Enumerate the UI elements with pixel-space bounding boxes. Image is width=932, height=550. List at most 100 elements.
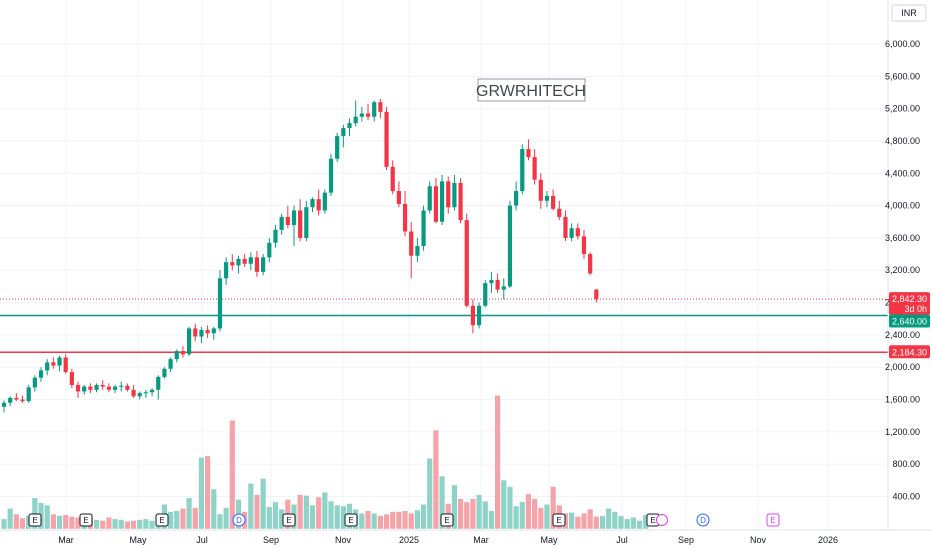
candle-body [20, 399, 25, 402]
volume-bar [328, 501, 334, 529]
candle-body [69, 372, 74, 385]
price-axis[interactable]: 6,000.00 5,600.00 5,200.00 4,800.00 4,400.00… [885, 39, 920, 501]
price-lines [0, 298, 888, 354]
candle-body [26, 387, 31, 402]
candle-body [538, 179, 543, 201]
candle-body [32, 377, 37, 388]
earnings-marker[interactable]: E [766, 513, 780, 527]
volume-bar [316, 497, 322, 529]
volume-bar [612, 511, 618, 529]
volume-bar [488, 511, 495, 529]
volume-bar [433, 430, 439, 529]
candle-body [125, 385, 130, 390]
candle-body [581, 236, 587, 255]
candle-body [470, 305, 476, 326]
time-tick-label: 2026 [818, 535, 838, 545]
candle-body [458, 182, 463, 221]
earnings-marker[interactable]: E [28, 513, 42, 527]
volume-bar [396, 511, 402, 529]
price-tick-label: 1,600.00 [885, 395, 920, 405]
volume-bar [322, 492, 328, 529]
volume-bar [513, 506, 519, 529]
currency-box[interactable] [891, 4, 927, 22]
volume-bar [383, 514, 390, 529]
volume-bar [587, 509, 593, 529]
earnings-icon [344, 513, 358, 527]
candle-body [495, 279, 500, 290]
price-tick-label: 1,200.00 [885, 427, 920, 437]
volume-bar [223, 507, 229, 529]
volume-bar [63, 515, 69, 529]
earnings-icon [440, 513, 454, 527]
volume-bar [457, 498, 464, 529]
earnings-marker[interactable]: E [552, 513, 566, 527]
volume-bar [100, 520, 106, 529]
earnings-marker[interactable]: E [79, 513, 93, 527]
earnings-marker[interactable]: E [344, 513, 358, 527]
candle-body [359, 113, 364, 117]
volume-bar [211, 489, 217, 529]
candle-body [372, 102, 377, 117]
time-tick-label: May [129, 535, 147, 545]
dividend-marker[interactable]: D [232, 513, 246, 527]
candle-body [248, 257, 253, 264]
volume-bar [7, 508, 13, 529]
time-tick-label: Jul [616, 535, 628, 545]
volume-bar [69, 516, 75, 529]
candle-body [131, 389, 136, 397]
earnings-marker[interactable]: E [282, 513, 296, 527]
candle-body [390, 166, 395, 192]
earnings-marker[interactable]: E [440, 513, 454, 527]
volume-bar [309, 505, 316, 529]
price-tick-label: 2,000.00 [885, 362, 920, 372]
candle-body [193, 328, 198, 337]
candle-body [174, 351, 179, 360]
volume-bar [334, 505, 340, 529]
candle-body [187, 328, 192, 355]
volume-bar [254, 494, 260, 529]
candle-body [168, 359, 173, 369]
candle-body [143, 392, 149, 394]
time-axis[interactable]: Mar May Jul Sep Nov 2025 Mar May Jul Sep Nov 2026 [58, 535, 838, 545]
volume-bar [569, 512, 575, 529]
volume-bar [167, 511, 174, 529]
dividend-marker[interactable]: D [696, 513, 710, 527]
candle-body [162, 368, 167, 377]
candle-body [82, 386, 87, 392]
volume-bar [50, 514, 56, 529]
candle-body [230, 262, 235, 266]
volume-bar [581, 513, 587, 529]
candle-body [328, 158, 334, 193]
candle-body [532, 157, 537, 180]
earnings-future-icon [766, 513, 780, 527]
earnings-label: E [286, 516, 291, 525]
candle-body [8, 397, 13, 403]
volume-bar [217, 514, 223, 529]
candle-body [544, 195, 550, 201]
price-tick-label: 4,800.00 [885, 136, 920, 146]
candle-body [180, 351, 186, 355]
volume-bar [44, 505, 50, 529]
currency-label: INR [901, 8, 917, 18]
candle-body [551, 195, 556, 209]
volume-bar [130, 520, 137, 529]
volume-bar [575, 516, 581, 529]
candle-body [310, 199, 315, 208]
volume-bar [19, 518, 26, 529]
volume-bar [137, 519, 143, 529]
candle-body [353, 116, 358, 124]
volume-bar [427, 458, 433, 529]
time-tick-label: Mar [58, 535, 74, 545]
candle-body [384, 111, 389, 167]
volume-bar [229, 420, 235, 529]
candle-body [489, 279, 494, 284]
volume-bar [1, 519, 7, 529]
time-tick-label: Sep [678, 535, 694, 545]
dividend-icon [232, 513, 246, 527]
price-tick-label: 3,200.00 [885, 265, 920, 275]
earnings-marker[interactable]: E [155, 513, 169, 527]
price-tick-label: 5,200.00 [885, 104, 920, 114]
candle-body [267, 242, 272, 258]
volume-bar [279, 509, 285, 529]
